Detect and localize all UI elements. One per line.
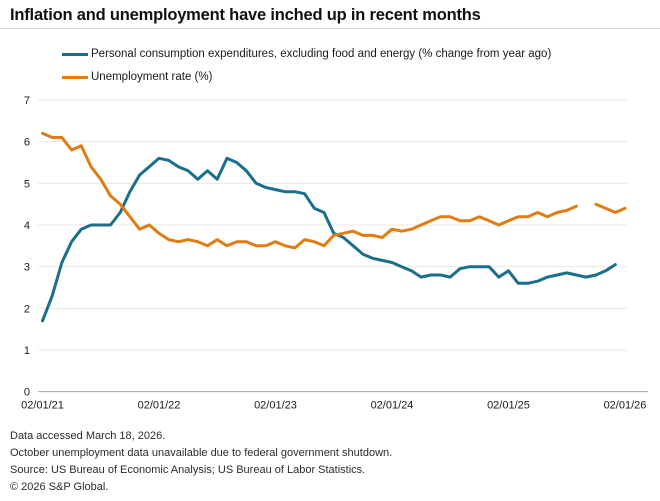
x-tick-label: 02/01/26 xyxy=(604,400,647,412)
unemployment-line-swatch xyxy=(62,75,88,79)
legend: Personal consumption expenditures, exclu… xyxy=(62,46,551,92)
pce-line-swatch xyxy=(62,52,88,56)
y-tick-label: 4 xyxy=(24,220,30,232)
x-tick-label: 02/01/23 xyxy=(254,400,297,412)
title-divider xyxy=(0,28,660,29)
chart-title: Inflation and unemployment have inched u… xyxy=(10,6,481,24)
x-tick-label: 02/01/21 xyxy=(21,400,64,412)
legend-item-unemployment: Unemployment rate (%) xyxy=(62,69,551,85)
footnote-shutdown: October unemployment data unavailable du… xyxy=(10,447,393,459)
y-tick-label: 0 xyxy=(24,387,30,399)
y-tick-label: 6 xyxy=(24,137,30,149)
y-tick-label: 1 xyxy=(24,345,30,357)
x-tick-label: 02/01/25 xyxy=(487,400,530,412)
unemployment-line xyxy=(594,202,627,214)
footnote-copyright: © 2026 S&P Global. xyxy=(10,481,109,493)
footnotes: Data accessed March 18, 2026. October un… xyxy=(10,428,392,496)
line-chart-plot-area: 0 1 2 3 4 5 6 7 02/01/21 02/01/22 02/01/23 02/01/24… xyxy=(21,95,648,412)
y-tick-label: 3 xyxy=(24,262,30,274)
legend-item-pce: Personal consumption expenditures, exclu… xyxy=(62,46,551,62)
legend-label-unemployment: Unemployment rate (%) xyxy=(91,71,213,83)
legend-label-pce: Personal consumption expenditures, exclu… xyxy=(91,48,552,60)
footnote-source: Source: US Bureau of Economic Analysis; … xyxy=(10,464,366,476)
pce-line xyxy=(41,156,617,323)
x-tick-label: 02/01/24 xyxy=(371,400,414,412)
y-tick-label: 2 xyxy=(24,303,30,315)
unemployment-line xyxy=(41,131,578,250)
y-tick-label: 5 xyxy=(24,178,30,190)
x-tick-label: 02/01/22 xyxy=(138,400,181,412)
footnote-data-accessed: Data accessed March 18, 2026. xyxy=(10,430,166,442)
y-tick-label: 7 xyxy=(24,95,30,107)
